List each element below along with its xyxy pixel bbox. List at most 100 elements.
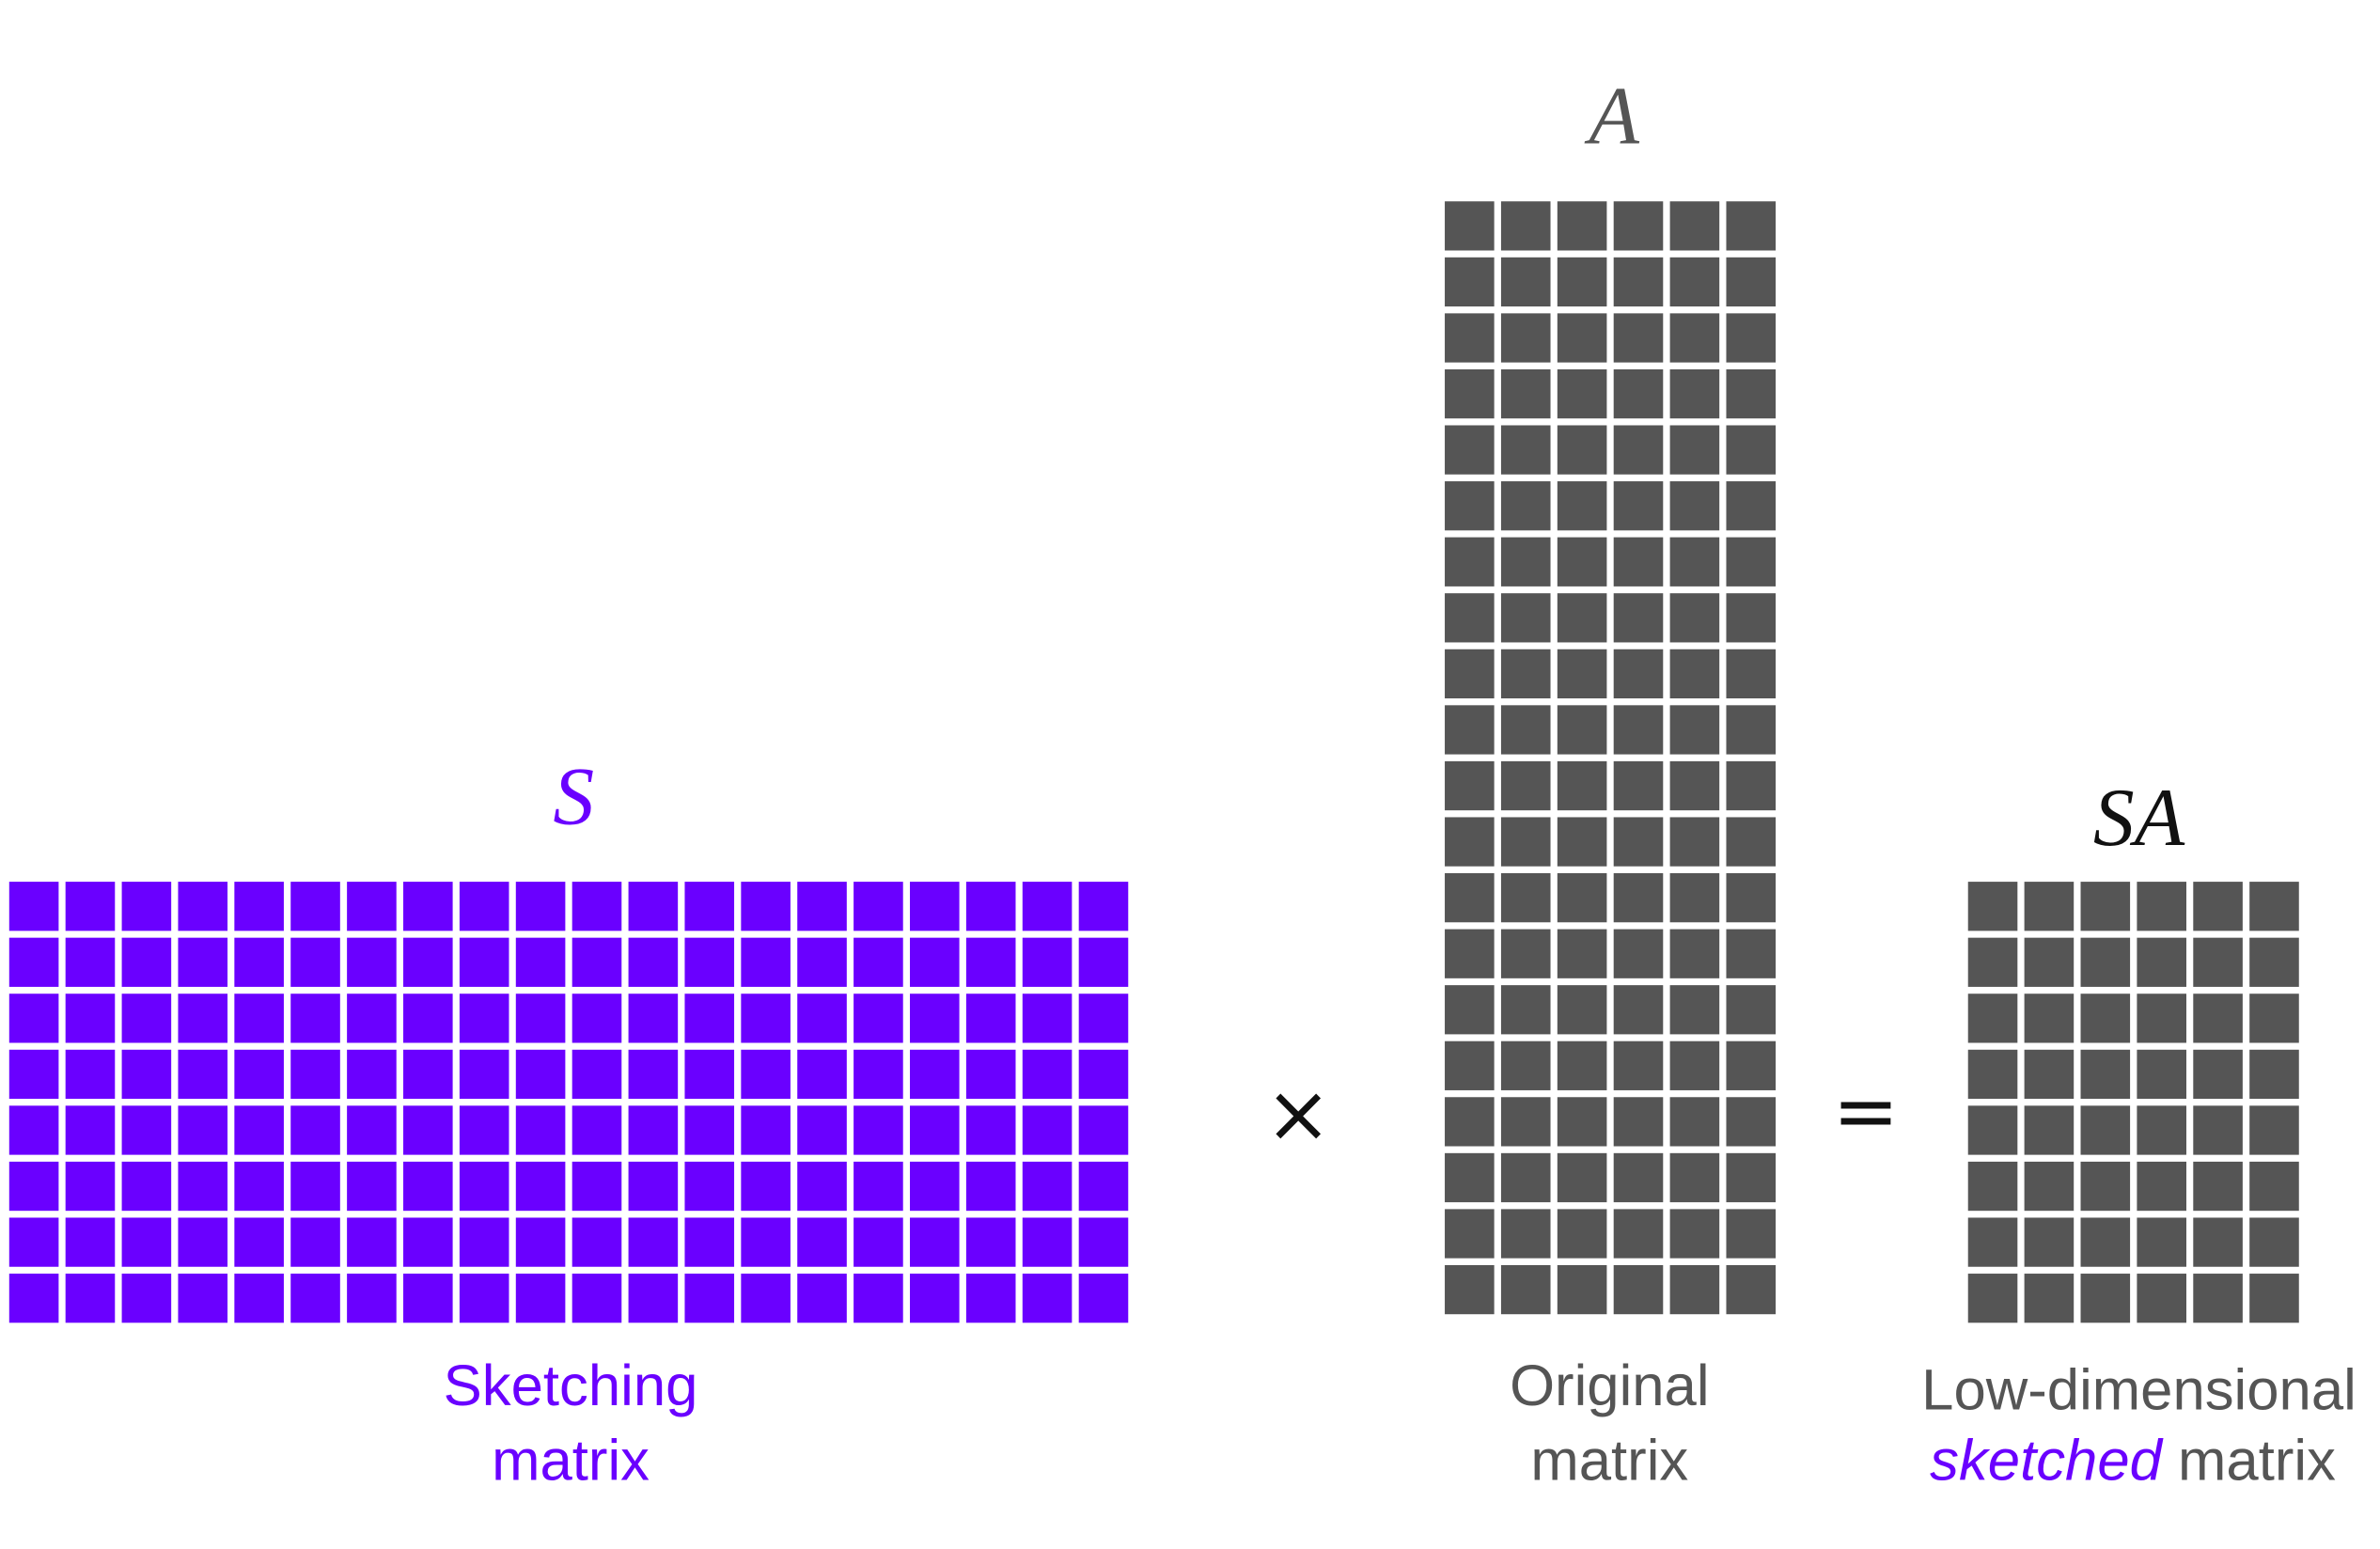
matrix-cell (2249, 1274, 2299, 1323)
matrix-cell (2193, 1049, 2243, 1100)
matrix-cell (1500, 817, 1551, 867)
matrix-cell (403, 1274, 453, 1323)
matrix-cell (741, 937, 791, 987)
matrix-cell (290, 994, 340, 1043)
matrix-cell (853, 882, 903, 931)
matrix-cell (178, 882, 228, 931)
matrix-cell (1500, 257, 1551, 307)
matrix-cell (1669, 985, 1720, 1035)
matrix-cell (8, 882, 59, 931)
matrix-cell (1613, 368, 1664, 419)
matrix-cell (853, 1161, 903, 1212)
matrix-cell (572, 1049, 622, 1100)
matrix-cell (572, 1105, 622, 1155)
matrix-cell (515, 882, 566, 931)
matrix-cell (628, 882, 679, 931)
matrix-cell (2193, 1105, 2243, 1155)
matrix-cell (572, 1161, 622, 1212)
matrix-cell (1613, 481, 1664, 531)
matrix-cell (853, 994, 903, 1043)
matrix-cell (741, 1105, 791, 1155)
matrix-cell (2193, 937, 2243, 987)
matrix-cell (234, 882, 284, 931)
matrix-cell (1669, 705, 1720, 755)
matrix-cell (1967, 1161, 2018, 1212)
matrix-cell (684, 994, 735, 1043)
matrix-cell (2249, 937, 2299, 987)
matrix-cell (1022, 1274, 1073, 1323)
matrix-cell (1669, 1097, 1720, 1147)
matrix-cell (121, 1105, 172, 1155)
matrix-cell (2080, 1049, 2131, 1100)
matrix-cell (1445, 257, 1495, 307)
matrix-cell (1726, 873, 1777, 923)
matrix-cell (2024, 1105, 2075, 1155)
matrix-cell (290, 1161, 340, 1212)
matrix-cell (65, 937, 116, 987)
matrix-cell (178, 1105, 228, 1155)
matrix-cell (347, 937, 397, 987)
matrix-cell (1445, 1097, 1495, 1147)
matrix-cell (965, 882, 1016, 931)
matrix-cell (2193, 994, 2243, 1043)
matrix-cell (65, 1161, 116, 1212)
matrix-cell (797, 1274, 847, 1323)
matrix-cell (1669, 1040, 1720, 1090)
matrix-cell (1557, 368, 1607, 419)
matrix-cell (1500, 985, 1551, 1035)
matrix-cell (684, 1161, 735, 1212)
matrix-cell (853, 1105, 903, 1155)
matrix-cell (1078, 882, 1129, 931)
matrix-cell (1500, 368, 1551, 419)
caption: matrix (1530, 1428, 1688, 1493)
matrix-cell (1500, 760, 1551, 811)
matrix-cell (1078, 937, 1129, 987)
matrix-cell (628, 1105, 679, 1155)
matrix-cell (1500, 201, 1551, 251)
matrix-cell (1445, 481, 1495, 531)
matrix-cell (459, 1049, 509, 1100)
matrix-cell (1500, 1152, 1551, 1203)
matrix-cell (1557, 537, 1607, 587)
matrix-cell (1669, 1264, 1720, 1315)
matrix-cell (1500, 1097, 1551, 1147)
matrix-cell (65, 882, 116, 931)
matrix-cell (347, 1217, 397, 1267)
operator: × (1265, 1068, 1332, 1160)
matrix-cell (65, 1049, 116, 1100)
matrix-cell (403, 1105, 453, 1155)
matrix-cell (1726, 537, 1777, 587)
matrix-cell (234, 1161, 284, 1212)
matrix-cell (1613, 1040, 1664, 1090)
matrix-cell (2024, 1161, 2075, 1212)
matrix-cell (2137, 882, 2186, 931)
matrix-cell (1557, 649, 1607, 699)
matrix-symbol: S (553, 750, 594, 841)
matrix-cell (2137, 1217, 2186, 1267)
matrix-cell (1557, 481, 1607, 531)
matrix-cell (65, 994, 116, 1043)
matrix-cell (910, 994, 960, 1043)
matrix-cell (347, 882, 397, 931)
caption: Sketching (444, 1353, 698, 1418)
matrix-cell (1557, 929, 1607, 978)
matrix-cell (2249, 1217, 2299, 1267)
matrix-cell (572, 882, 622, 931)
matrix-cell (1613, 1264, 1664, 1315)
matrix-cell (1669, 537, 1720, 587)
matrix-cell (1613, 985, 1664, 1035)
matrix-cell (459, 1105, 509, 1155)
matrix-cell (2249, 882, 2299, 931)
matrix-cell (1967, 882, 2018, 931)
matrix-cell (1500, 1264, 1551, 1315)
matrix-cell (1726, 1040, 1777, 1090)
matrix-cell (1500, 537, 1551, 587)
operator: = (1833, 1065, 1900, 1157)
matrix-cell (684, 1105, 735, 1155)
matrix-cell (1726, 313, 1777, 363)
matrix-cell (965, 1274, 1016, 1323)
matrix-cell (853, 1274, 903, 1323)
matrix-cell (1613, 760, 1664, 811)
matrix-cell (1500, 873, 1551, 923)
